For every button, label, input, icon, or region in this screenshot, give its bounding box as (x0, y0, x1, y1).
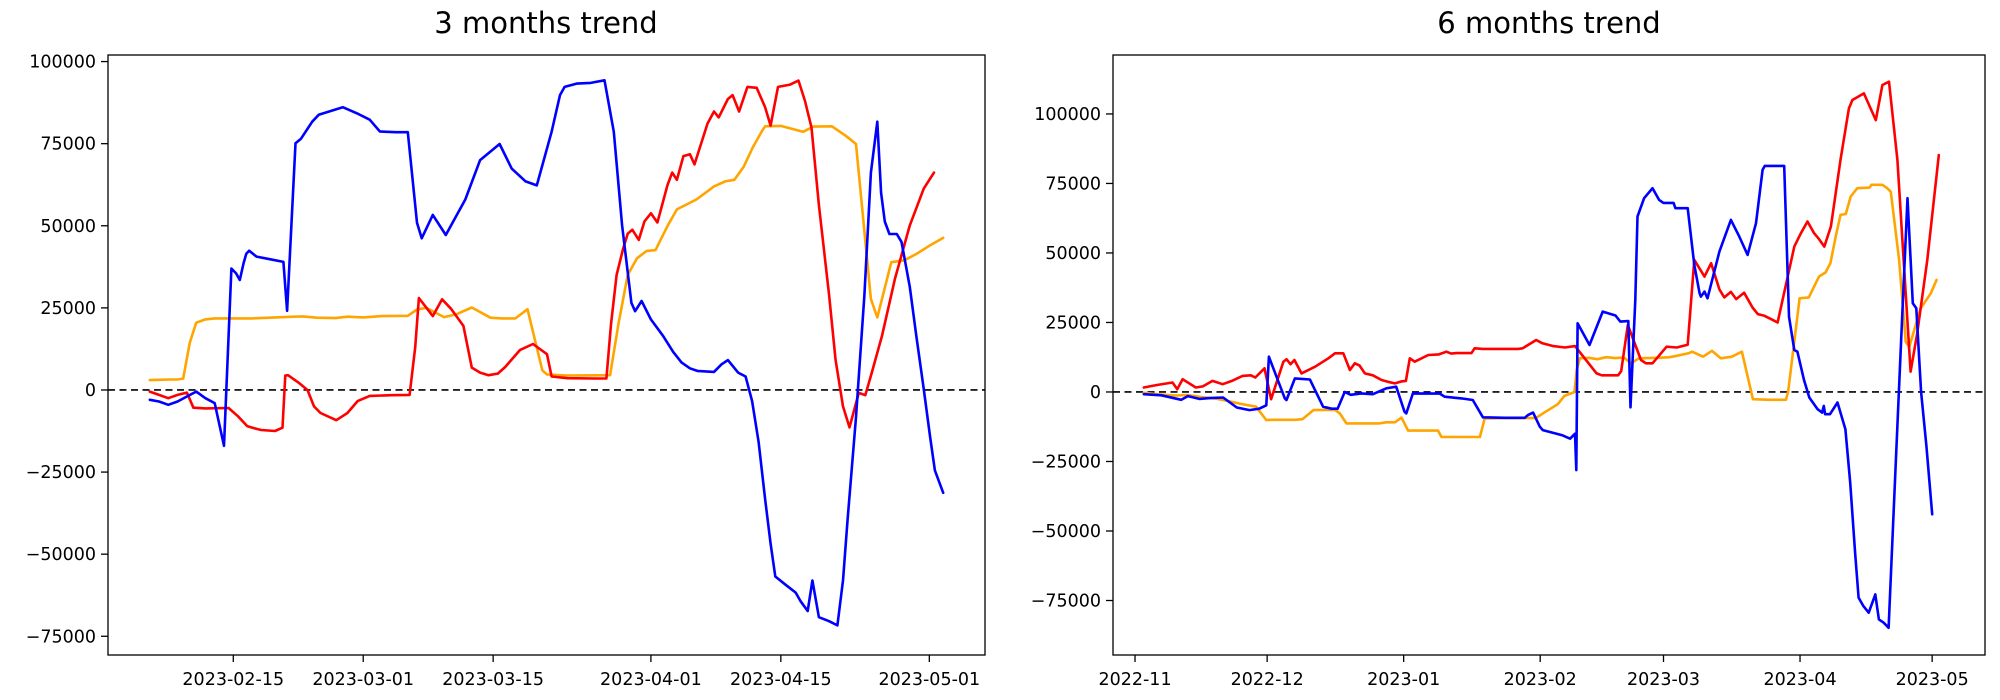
x-tick-label: 2022-11 (1098, 670, 1171, 690)
y-tick-label: 100000 (29, 53, 96, 73)
blue-trend-line (1142, 164, 1934, 630)
red-trend-line (148, 79, 936, 433)
x-tick-label: 2023-02 (1504, 670, 1577, 690)
x-tick-label: 2023-05-01 (878, 670, 980, 690)
x-tick-label: 2023-05 (1896, 670, 1969, 690)
x-tick-label: 2023-03 (1627, 670, 1700, 690)
y-tick-label: −75000 (1031, 592, 1101, 612)
y-tick-label: 75000 (40, 135, 96, 155)
blue-trend-line (148, 79, 945, 627)
axes-frame (1112, 54, 1986, 656)
y-tick-label: 0 (85, 381, 96, 401)
y-tick-label: −50000 (26, 545, 96, 565)
y-tick-label: −50000 (1031, 522, 1101, 542)
axes-frame (107, 54, 986, 656)
x-tick-label: 2023-02-15 (182, 670, 284, 690)
red-trend-line (1142, 80, 1941, 401)
orange-trend-line (148, 124, 945, 382)
x-tick-label: 2023-01 (1367, 670, 1440, 690)
x-tick-label: 2023-04-15 (730, 670, 832, 690)
x-tick-label: 2022-12 (1231, 670, 1304, 690)
x-tick-label: 2023-03-01 (312, 670, 414, 690)
y-tick-label: 50000 (1045, 244, 1101, 264)
y-tick-label: 50000 (40, 217, 96, 237)
y-tick-label: 25000 (40, 299, 96, 319)
y-tick-label: −25000 (26, 463, 96, 483)
y-tick-label: 100000 (1034, 105, 1101, 125)
y-tick-label: 25000 (1045, 313, 1101, 333)
chart-title-3-months: 3 months trend (434, 6, 658, 40)
x-tick-label: 2023-04 (1763, 670, 1836, 690)
x-tick-label: 2023-03-15 (442, 670, 544, 690)
y-tick-label: −75000 (26, 627, 96, 647)
y-tick-label: 0 (1090, 383, 1101, 403)
y-tick-label: 75000 (1045, 174, 1101, 194)
orange-trend-line (1142, 183, 1938, 439)
y-tick-label: −25000 (1031, 452, 1101, 472)
x-tick-label: 2023-04-01 (600, 670, 702, 690)
chart-title-6-months: 6 months trend (1437, 6, 1661, 40)
